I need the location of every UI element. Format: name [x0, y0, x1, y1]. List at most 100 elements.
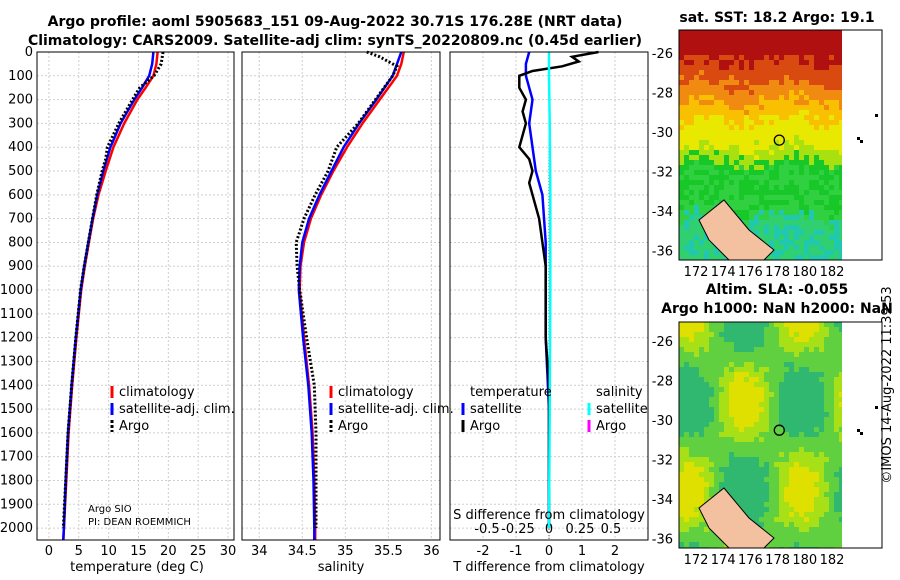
map-cell: [684, 467, 690, 473]
map-cell: [759, 397, 765, 403]
map-cell: [799, 322, 805, 328]
map-cell: [779, 220, 785, 226]
map-cell: [699, 532, 705, 538]
map-cell: [699, 80, 705, 86]
map-cell: [744, 377, 750, 383]
map-cell: [739, 90, 745, 96]
map-cell: [794, 372, 800, 378]
map-cell: [804, 85, 810, 91]
map-cell: [799, 372, 805, 378]
map-cell: [734, 492, 740, 498]
map-cell: [829, 120, 835, 126]
series-line-temperature-argo: [517, 50, 599, 529]
credit-institution: Argo SIO: [88, 504, 132, 515]
map-cell: [834, 397, 840, 403]
map-cell: [834, 125, 840, 131]
map-cell: [829, 160, 835, 166]
map-cell: [709, 105, 715, 111]
map-cell: [719, 110, 725, 116]
map-cell: [749, 462, 755, 468]
map-cell: [714, 110, 720, 116]
map-cell: [684, 80, 690, 86]
map-cell: [729, 477, 735, 483]
map-cell: [774, 45, 780, 51]
map-cell: [824, 377, 830, 383]
map-cell: [809, 170, 815, 176]
map-cell: [784, 70, 790, 76]
map-cell: [729, 110, 735, 116]
y-tick-label: 1600: [0, 426, 33, 441]
map-cell: [689, 462, 695, 468]
map-cell: [759, 120, 765, 126]
map-cell: [789, 332, 795, 338]
map-cell: [794, 215, 800, 221]
map-cell: [829, 402, 835, 408]
map-cell: [814, 352, 820, 358]
map-cell: [714, 392, 720, 398]
map-cell: [814, 527, 820, 533]
map-cell: [699, 362, 705, 368]
map-cell: [709, 412, 715, 418]
map-cell: [769, 322, 775, 328]
map-cell: [679, 322, 685, 328]
map-cell: [794, 507, 800, 513]
map-cell: [719, 30, 725, 36]
map-cell: [824, 55, 830, 61]
map-cell: [689, 100, 695, 106]
map-cell: [744, 220, 750, 226]
map-cell: [714, 40, 720, 46]
map-cell: [709, 200, 715, 206]
map-cell: [829, 100, 835, 106]
map-cell: [769, 362, 775, 368]
map-cell: [734, 180, 740, 186]
map-cell: [779, 422, 785, 428]
map-cell: [824, 327, 830, 333]
map-cell: [749, 180, 755, 186]
map-cell: [744, 45, 750, 51]
map-cell: [764, 130, 770, 136]
map-cell: [749, 442, 755, 448]
map-cell: [774, 145, 780, 151]
map-cell: [724, 95, 730, 101]
map-cell: [704, 50, 710, 56]
map-cell: [679, 45, 685, 51]
map-cell: [739, 417, 745, 423]
map-cell: [679, 397, 685, 403]
map-cell: [699, 230, 705, 236]
map-cell: [839, 537, 842, 543]
map-cell: [744, 367, 750, 373]
map-cell: [814, 542, 820, 548]
map-cell: [784, 327, 790, 333]
argo-float-marker: [773, 134, 785, 146]
map-cell: [719, 327, 725, 333]
map-cell: [829, 382, 835, 388]
map-cell: [709, 45, 715, 51]
map-cell: [759, 482, 765, 488]
map-cell: [839, 155, 842, 161]
map-cell: [709, 482, 715, 488]
map-cell: [824, 220, 830, 226]
map-cell: [829, 70, 835, 76]
map-cell: [829, 95, 835, 101]
map-cell: [719, 397, 725, 403]
map-cell: [829, 342, 835, 348]
map-cell: [809, 377, 815, 383]
map-cell: [824, 205, 830, 211]
map-cell: [819, 230, 825, 236]
map-cell: [759, 175, 765, 181]
map-cell: [764, 165, 770, 171]
map-cell: [684, 462, 690, 468]
map-cell: [829, 517, 835, 523]
map-cell: [769, 220, 775, 226]
map-cell: [794, 160, 800, 166]
map-cell: [694, 45, 700, 51]
map-cell: [754, 397, 760, 403]
map-cell: [794, 327, 800, 333]
map-cell: [834, 352, 840, 358]
map-cell: [829, 105, 835, 111]
map-cell: [689, 497, 695, 503]
map-cell: [794, 140, 800, 146]
map-cell: [759, 512, 765, 518]
map-cell: [764, 402, 770, 408]
map-cell: [724, 175, 730, 181]
